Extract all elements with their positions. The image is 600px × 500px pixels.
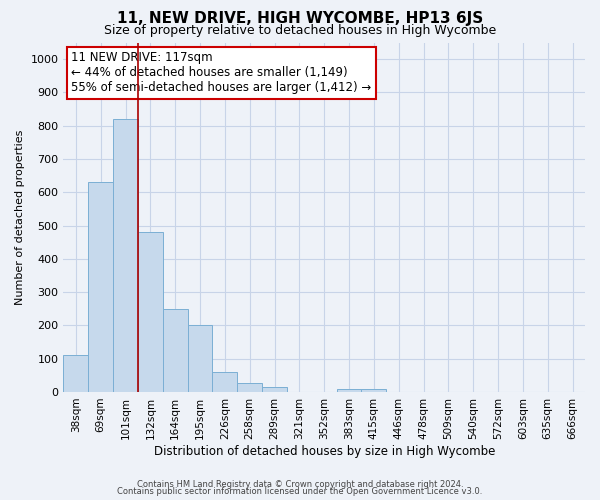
Bar bbox=[163, 309, 188, 392]
Bar bbox=[138, 232, 163, 392]
Bar bbox=[337, 388, 361, 392]
Text: Size of property relative to detached houses in High Wycombe: Size of property relative to detached ho… bbox=[104, 24, 496, 37]
Text: 11, NEW DRIVE, HIGH WYCOMBE, HP13 6JS: 11, NEW DRIVE, HIGH WYCOMBE, HP13 6JS bbox=[117, 11, 483, 26]
Bar bbox=[237, 382, 262, 392]
Bar bbox=[361, 388, 386, 392]
Text: Contains HM Land Registry data © Crown copyright and database right 2024.: Contains HM Land Registry data © Crown c… bbox=[137, 480, 463, 489]
Y-axis label: Number of detached properties: Number of detached properties bbox=[15, 130, 25, 305]
Bar bbox=[113, 119, 138, 392]
Bar bbox=[188, 326, 212, 392]
Bar bbox=[262, 387, 287, 392]
Bar bbox=[88, 182, 113, 392]
Bar bbox=[212, 372, 237, 392]
Bar bbox=[64, 356, 88, 392]
Text: Contains public sector information licensed under the Open Government Licence v3: Contains public sector information licen… bbox=[118, 487, 482, 496]
X-axis label: Distribution of detached houses by size in High Wycombe: Distribution of detached houses by size … bbox=[154, 444, 495, 458]
Text: 11 NEW DRIVE: 117sqm
← 44% of detached houses are smaller (1,149)
55% of semi-de: 11 NEW DRIVE: 117sqm ← 44% of detached h… bbox=[71, 51, 371, 94]
